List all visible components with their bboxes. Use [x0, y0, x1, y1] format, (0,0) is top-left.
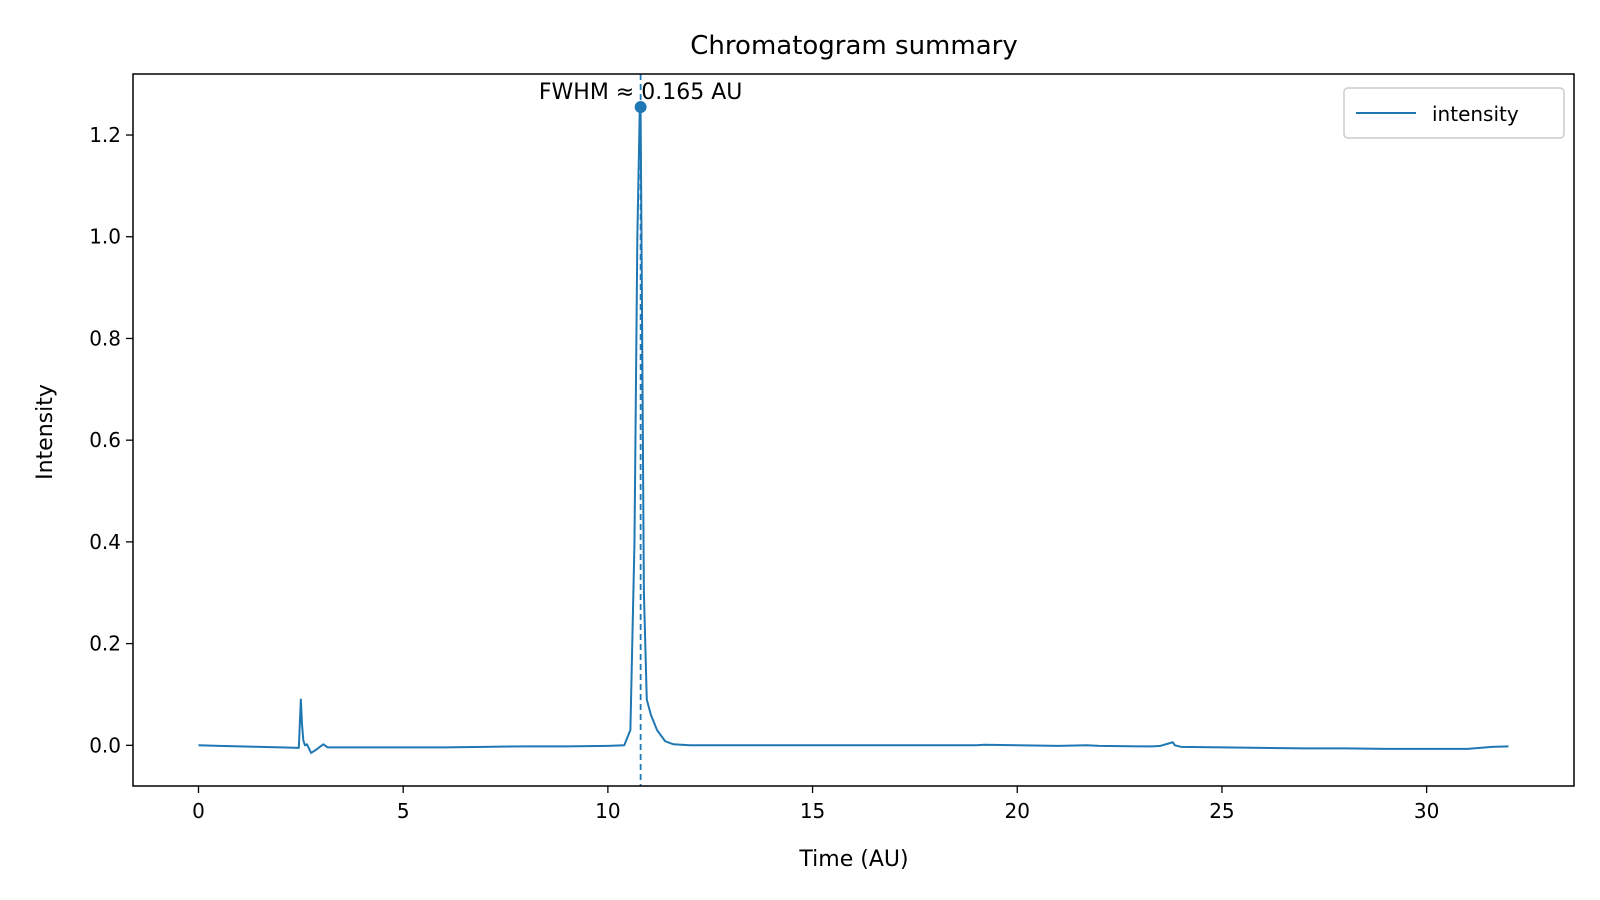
x-tick-label: 5: [397, 799, 410, 823]
fwhm-annotation: FWHM ≈ 0.165 AU: [539, 80, 742, 105]
series-line-intensity: [198, 106, 1509, 754]
x-axis-label: Time (AU): [798, 847, 908, 872]
x-tick-label: 30: [1414, 799, 1439, 823]
x-tick-label: 0: [192, 799, 205, 823]
legend-box: [1343, 87, 1565, 139]
x-tick-label: 10: [595, 799, 620, 823]
y-tick-label: 0.8: [89, 326, 121, 350]
chart-title: Chromatogram summary: [690, 31, 1017, 61]
y-tick-label: 0.2: [89, 632, 121, 656]
plot-area: 0 5 10 15 20 25 30 0.0 0.2 0.4 0.6 0.8 1.0 1.2 FWHM ≈ …: [89, 73, 1575, 823]
axes-frame: [132, 73, 1575, 787]
y-axis-label: Intensity: [33, 384, 58, 480]
legend-label-intensity: intensity: [1432, 102, 1519, 126]
x-tick-label: 20: [1005, 799, 1030, 823]
y-tick-label: 0.4: [89, 530, 121, 554]
x-tick-label: 25: [1209, 799, 1234, 823]
y-tick-label: 0.6: [89, 428, 121, 452]
peak-point: [634, 101, 647, 114]
y-tick-label: 0.0: [89, 733, 121, 757]
x-tick-label: 15: [800, 799, 825, 823]
y-tick-label: 1.2: [89, 123, 121, 147]
y-tick-label: 1.0: [89, 225, 121, 249]
